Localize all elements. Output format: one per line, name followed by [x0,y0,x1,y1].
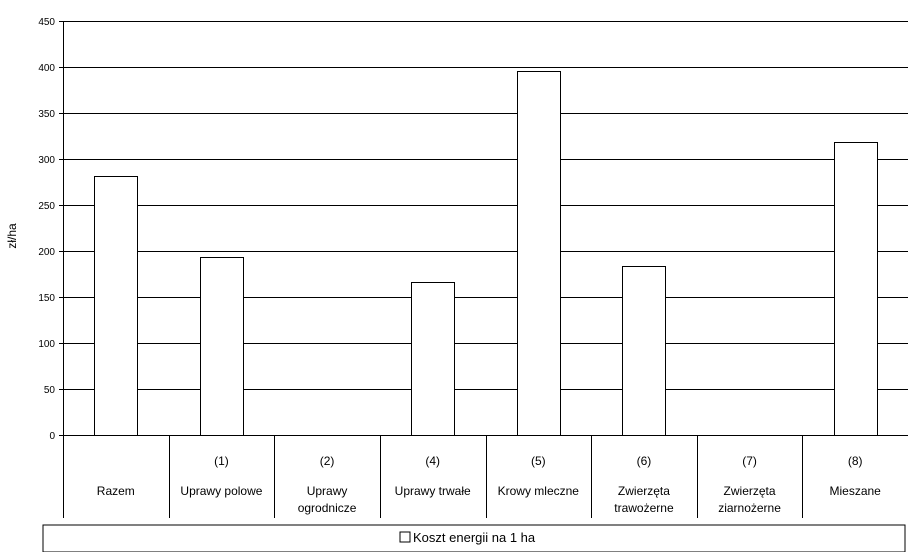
category-label: Krowy mleczne [498,484,580,498]
category-label: Razem [97,484,135,498]
category-code: (8) [848,454,863,468]
category-label: ogrodnicze [298,501,357,515]
category-label: Uprawy [307,484,348,498]
category-labels: Razem (1) Uprawy polowe (2) Uprawy ogrodnicze… [97,454,881,515]
y-tick-label: 100 [38,339,55,350]
y-tick-label: 200 [38,247,55,258]
category-code: (7) [742,454,757,468]
legend: Koszt energii na 1 ha [42,524,906,552]
y-axis-ticks: 0 50 100 150 200 250 300 350 400 450 [38,17,63,442]
category-code: (1) [214,454,229,468]
category-label: Zwierzęta [618,484,670,498]
gridlines [63,21,908,390]
axes [63,21,908,518]
category-code: (4) [425,454,440,468]
category-code: (2) [320,454,335,468]
legend-frame [42,524,906,552]
legend-label: Koszt energii na 1 ha [413,530,536,545]
y-tick-label: 250 [38,201,55,212]
y-tick-label: 150 [38,293,55,304]
bar [834,142,878,436]
y-axis-title: zł/ha [5,223,19,249]
bar [622,266,666,436]
bar [94,176,138,436]
bar [200,257,244,436]
y-tick-label: 300 [38,155,55,166]
y-tick-label: 0 [49,431,55,442]
category-code: (5) [531,454,546,468]
category-label: trawożerne [614,501,674,515]
y-tick-label: 350 [38,109,55,120]
category-code: (6) [637,454,652,468]
bars [94,71,878,436]
y-tick-label: 50 [44,385,56,396]
category-label: Mieszane [830,484,882,498]
category-label: ziarnożerne [718,501,781,515]
category-label: Uprawy trwałe [395,484,471,498]
category-label: Zwierzęta [724,484,776,498]
legend-swatch [399,531,411,543]
category-label: Uprawy polowe [180,484,262,498]
y-tick-label: 400 [38,63,55,74]
y-tick-label: 450 [38,17,55,28]
bar [411,282,455,436]
bar [517,71,561,436]
